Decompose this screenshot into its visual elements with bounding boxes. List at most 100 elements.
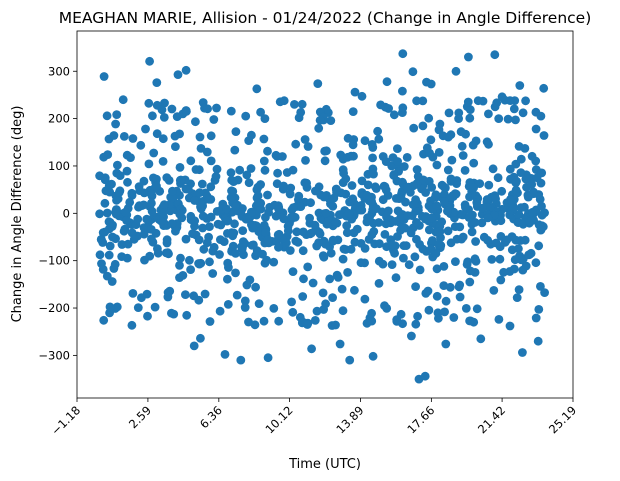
data-point xyxy=(348,140,358,150)
data-point xyxy=(95,209,104,219)
data-point xyxy=(367,230,377,240)
data-point xyxy=(168,186,177,196)
data-point xyxy=(122,166,132,176)
data-point xyxy=(303,262,313,272)
y-axis: −300 −200 −100 0 100 200 300 xyxy=(38,64,77,362)
data-point xyxy=(520,235,530,245)
data-point xyxy=(269,304,279,313)
data-point xyxy=(279,96,289,106)
data-point xyxy=(367,308,376,318)
data-point xyxy=(142,214,152,224)
data-point xyxy=(240,303,250,312)
data-point xyxy=(424,225,434,235)
data-point xyxy=(162,173,172,183)
data-point xyxy=(338,178,348,188)
data-point xyxy=(111,119,120,129)
data-point xyxy=(412,218,421,227)
data-point xyxy=(398,103,408,113)
data-point xyxy=(338,254,348,264)
data-point xyxy=(306,228,316,238)
data-point xyxy=(357,91,367,101)
data-point xyxy=(305,213,314,223)
data-point xyxy=(528,207,537,217)
data-point xyxy=(231,127,241,136)
data-point xyxy=(488,164,498,174)
data-point xyxy=(521,261,531,271)
data-point xyxy=(539,131,549,140)
data-point xyxy=(186,265,196,274)
data-point xyxy=(231,268,240,278)
data-point xyxy=(163,248,173,258)
data-point xyxy=(434,148,444,157)
data-point xyxy=(206,156,216,166)
data-point xyxy=(223,300,233,309)
data-point xyxy=(310,316,320,325)
data-point xyxy=(374,256,384,266)
data-point xyxy=(215,250,224,259)
data-point xyxy=(175,163,185,172)
y-tick-label: −100 xyxy=(38,254,70,268)
data-point xyxy=(412,165,422,174)
data-point xyxy=(432,291,442,301)
data-point xyxy=(293,237,303,247)
data-point xyxy=(126,153,135,163)
data-point xyxy=(534,241,544,251)
data-point xyxy=(374,279,384,288)
data-point xyxy=(422,143,432,153)
data-point xyxy=(357,176,367,186)
data-point xyxy=(259,156,269,166)
data-point xyxy=(123,239,133,249)
data-point xyxy=(197,179,207,189)
data-point xyxy=(441,339,451,349)
data-point xyxy=(250,320,260,330)
data-point xyxy=(511,185,521,195)
data-point xyxy=(263,353,273,363)
data-point xyxy=(141,124,150,134)
data-point xyxy=(198,223,208,233)
data-point xyxy=(319,192,329,202)
data-point xyxy=(178,271,188,280)
data-point xyxy=(491,194,500,204)
data-point xyxy=(469,158,479,168)
data-point xyxy=(175,129,185,139)
data-point xyxy=(426,244,436,254)
data-point xyxy=(303,320,312,329)
data-point xyxy=(539,83,549,93)
data-point xyxy=(447,155,457,165)
data-point xyxy=(171,226,180,236)
data-point xyxy=(532,173,542,183)
data-point xyxy=(491,238,501,248)
data-point xyxy=(206,182,216,192)
data-point xyxy=(407,331,416,341)
data-point xyxy=(434,239,443,249)
data-point xyxy=(195,132,205,142)
data-point xyxy=(415,240,424,249)
data-point xyxy=(424,113,434,123)
data-point xyxy=(99,72,109,81)
data-point xyxy=(302,178,311,188)
data-point xyxy=(399,162,409,171)
data-point xyxy=(465,266,475,276)
data-point xyxy=(256,204,266,214)
data-point xyxy=(523,192,533,202)
data-point xyxy=(469,183,478,193)
y-tick-label: −200 xyxy=(38,301,70,315)
data-point xyxy=(158,134,168,144)
data-point xyxy=(211,172,221,181)
data-point xyxy=(516,203,526,213)
data-point xyxy=(384,206,393,216)
data-point xyxy=(118,95,128,105)
data-point xyxy=(171,142,180,152)
data-point xyxy=(398,86,407,96)
data-point xyxy=(111,208,121,217)
data-point xyxy=(313,79,323,88)
data-point xyxy=(443,165,453,175)
data-point xyxy=(100,198,110,208)
data-point xyxy=(102,111,112,121)
data-point xyxy=(418,96,428,106)
data-point xyxy=(439,197,449,206)
data-point xyxy=(463,257,472,267)
data-point xyxy=(220,350,230,359)
data-point xyxy=(360,294,370,304)
data-point xyxy=(451,257,460,266)
